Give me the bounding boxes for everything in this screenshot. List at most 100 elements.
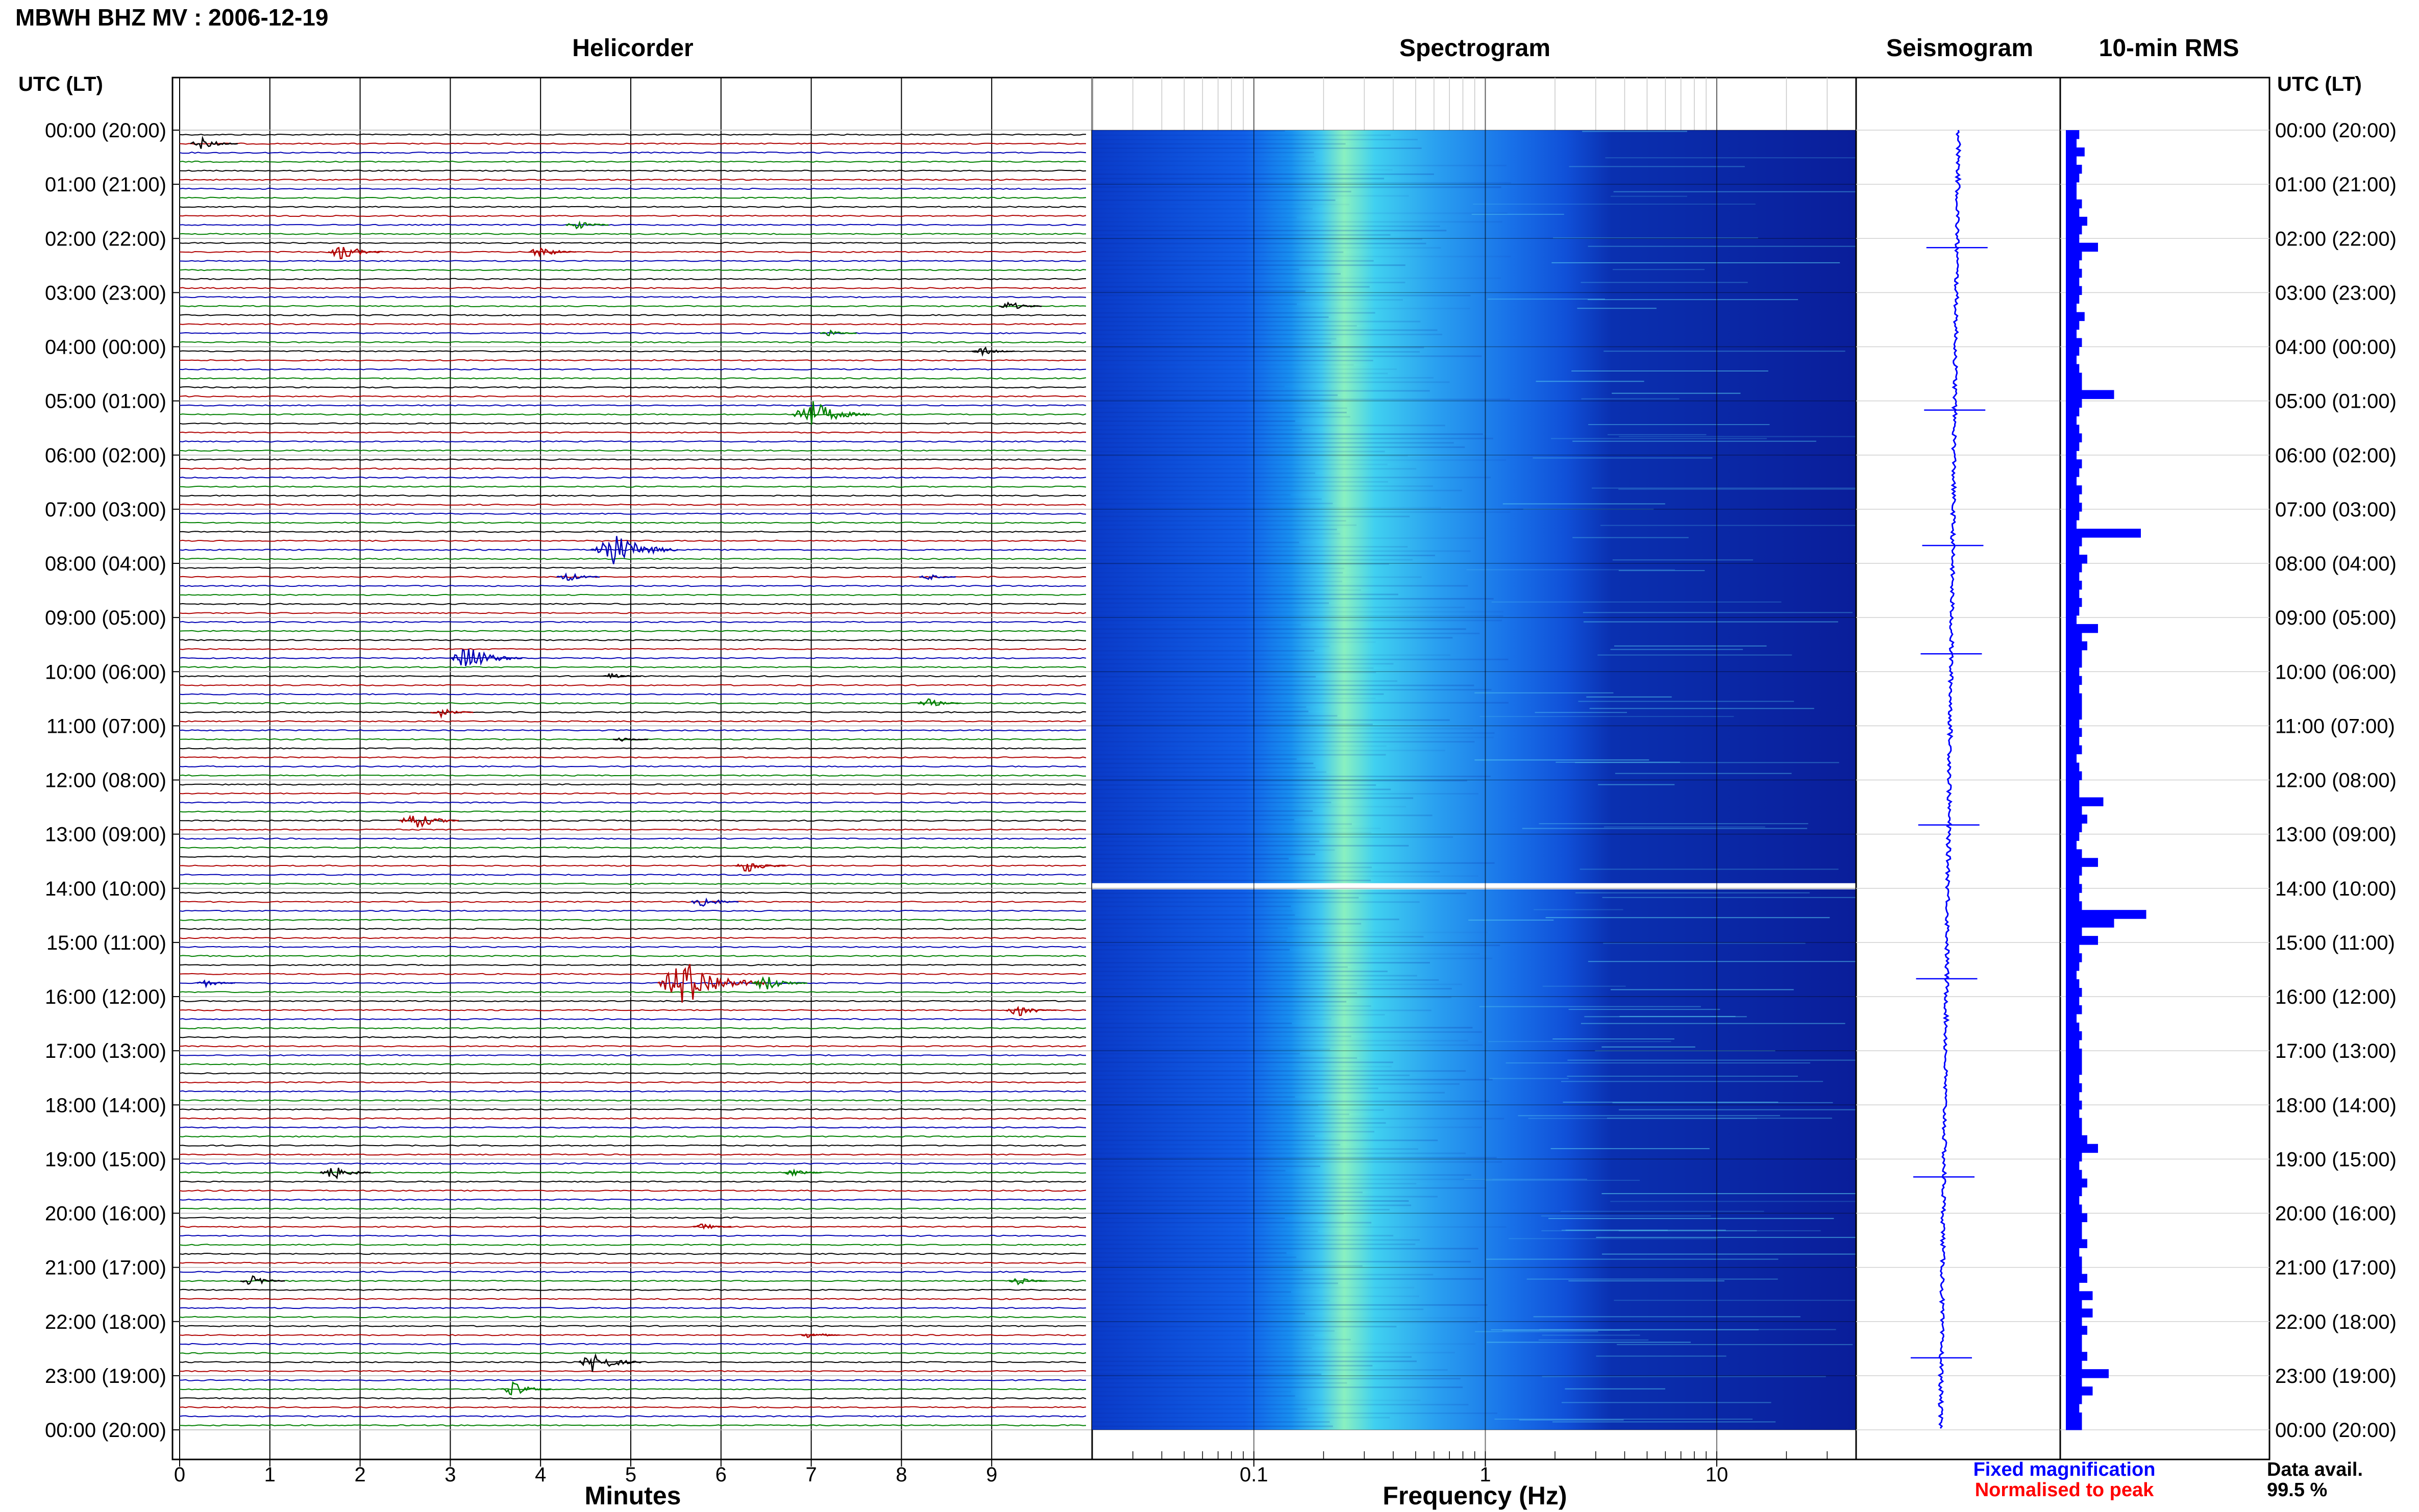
time-tick-label-right: 13:00 (09:00) [2275,824,2397,846]
spectrogram-streak [1502,503,1665,505]
rms-bar [2066,840,2077,850]
frequency-tick-label: 10 [1706,1464,1729,1486]
rms-bar [2066,425,2080,434]
helicorder-event [399,814,459,828]
helicorder-trace [179,530,1087,533]
rms-bar [2066,1239,2087,1248]
spectrogram-stripe [1092,489,1462,491]
helicorder-trace [179,1334,1087,1336]
data-avail-label: Data avail. [2267,1459,2363,1480]
time-tick-label-right: 06:00 (02:00) [2275,444,2397,467]
spectrogram-streak [1575,762,1839,763]
spectrogram-stripe [1092,481,1388,483]
helicorder-trace [179,991,1087,994]
time-tick-label-right: 12:00 (08:00) [2275,770,2397,792]
helicorder-trace [179,1045,1087,1048]
seismogram-trace [1937,130,1962,1429]
helicorder-trace [179,1153,1087,1156]
legend-fixed-magnification: Fixed magnification [1973,1459,2156,1480]
rms-bar [2066,762,2080,772]
spectrogram-streak [1596,1355,1726,1357]
spectrogram-stripe [1092,745,1387,747]
spectrogram-stripe [1092,654,1451,656]
rms-bar [2066,710,2082,720]
spectrogram-panel: 0.1 1 10 [1091,77,1911,1486]
time-tick-label-left: 08:00 (04:00) [45,553,166,575]
minute-tick-label: 3 [445,1464,456,1486]
rms-bar [2066,875,2080,884]
spectrogram-streak [1545,917,1830,919]
rms-panel [2059,77,2270,1460]
helicorder-event [917,698,961,706]
time-tick-label-right: 23:00 (19:00) [2275,1365,2397,1387]
spectrogram-stripe [1092,1300,1330,1302]
spectrogram-stripe [1092,1282,1338,1284]
spectrogram-stripe [1092,1269,1303,1271]
rms-bar [2066,728,2082,737]
spectrogram-stripe [1092,529,1337,531]
rms-bar [2066,442,2080,451]
spectrogram-stripe [1092,268,1299,270]
spectrogram-streak [1610,649,1743,650]
spectrogram-stripe [1092,494,1291,496]
rms-bar [2066,1039,2080,1049]
spectrogram-stripe [1092,411,1347,413]
rms-bar [2066,589,2080,599]
helicorder-trace [179,864,1087,867]
helicorder-trace [179,485,1087,488]
rms-bar [2066,572,2080,581]
spectrogram-stripe [1092,472,1316,474]
spectrogram-streak [1581,1023,1845,1024]
helicorder-event [1005,1005,1057,1017]
rms-bar [2066,1065,2082,1075]
helicorder-trace [179,1099,1087,1102]
spectrogram-stripe [1092,1395,1295,1397]
rms-bar [2066,1022,2080,1032]
seismogram-panel [1855,77,2061,1460]
helicorder-trace [179,467,1087,470]
spectrogram-streak [1597,654,1792,656]
spectrogram-stripe [1092,1105,1318,1107]
spectrogram-streak [1579,869,1839,870]
spectrogram-stripe [1092,724,1373,726]
time-tick-label-left: 19:00 (15:00) [45,1148,166,1171]
rms-bar [2066,234,2080,243]
spectrogram-streak [1613,191,1870,192]
time-tick-label-left: 05:00 (01:00) [45,390,166,413]
spectrogram-stripe [1092,1386,1463,1389]
spectrogram-streak [1588,961,1861,962]
spectrogram-stripe [1092,178,1385,180]
rms-bar [2066,849,2082,858]
spectrogram-stripe [1092,632,1480,634]
rms-bar [2066,242,2098,252]
spectrogram-stripe [1092,728,1473,730]
spectrogram-data-gap [1092,883,1856,889]
spectrogram-stripe [1092,1092,1445,1094]
helicorder-trace [179,1316,1087,1319]
spectrogram-streak [1563,1101,1779,1103]
helicorder-trace [179,1415,1087,1418]
spectrogram-stripe [1092,342,1331,344]
spectrogram-stripe [1092,814,1433,816]
rms-bar [2066,433,2082,442]
spectrogram-streak [1466,569,1675,571]
time-tick-label-right: 03:00 (23:00) [2275,282,2397,304]
spectrogram-stripe [1092,373,1388,375]
time-tick-label-left: 01:00 (21:00) [45,173,166,196]
spectrogram-stripe [1092,524,1357,526]
rms-bar [2066,1135,2087,1145]
helicorder-trace [179,206,1087,208]
spectrogram-stripe [1092,979,1439,981]
spectrogram-stripe [1092,1222,1372,1224]
spectrogram-stripe [1092,199,1336,201]
spectrogram-stripe [1092,1022,1292,1024]
spectrogram-streak [1502,1329,1630,1331]
spectrogram-stripe [1092,897,1359,899]
helicorder-trace [179,874,1087,876]
spectrogram-stripe [1092,256,1511,258]
spectrogram-stripe [1092,242,1426,244]
helicorder-trace [179,774,1086,777]
helicorder-trace [179,1063,1087,1065]
spectrogram-streak [1584,1016,1747,1018]
spectrogram-stripe [1092,1260,1471,1262]
